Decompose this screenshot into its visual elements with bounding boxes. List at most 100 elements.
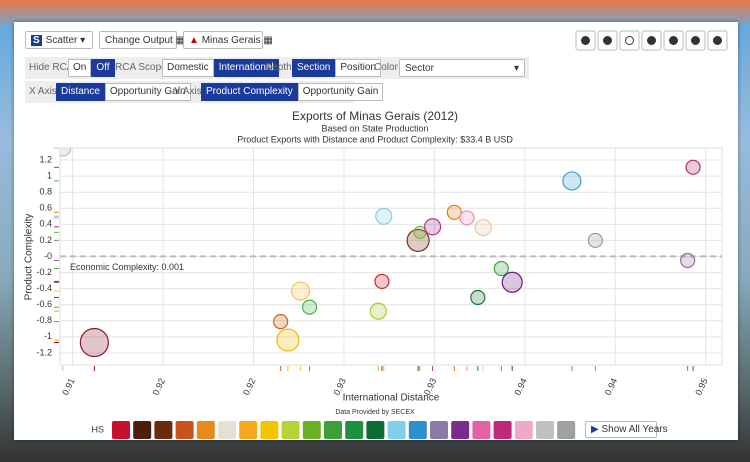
chart-subtitle: Product Exports with Distance and Produc… bbox=[237, 134, 513, 144]
y-tick-label: -0.2 bbox=[36, 267, 52, 277]
source: Data Provided by SECEX bbox=[335, 409, 415, 416]
bubble bbox=[587, 232, 603, 249]
sector-icon[interactable] bbox=[536, 421, 554, 439]
bubble bbox=[493, 260, 509, 277]
x-tick-label: 0.91 bbox=[60, 377, 76, 397]
y-tick-label: -0.8 bbox=[36, 315, 52, 325]
bubble bbox=[446, 204, 462, 220]
bubble bbox=[302, 299, 318, 315]
bubble bbox=[374, 273, 390, 290]
option[interactable]: Section bbox=[292, 59, 336, 77]
option[interactable]: Opportunity Gain bbox=[297, 83, 384, 101]
y-tick-label: 0.4 bbox=[39, 219, 52, 229]
sector-icon[interactable] bbox=[366, 421, 385, 439]
y-tick-label: -1 bbox=[44, 331, 52, 341]
y-tick-label: -0.6 bbox=[36, 299, 52, 309]
label: Color bbox=[374, 62, 398, 73]
tool-icon bbox=[581, 36, 590, 45]
bubble bbox=[60, 148, 72, 157]
sector-icon[interactable] bbox=[387, 421, 406, 439]
location-button[interactable]: ▲ Minas Gerais ▦ bbox=[183, 31, 273, 49]
bubble bbox=[273, 314, 289, 330]
sector-icon[interactable] bbox=[302, 421, 321, 439]
sector-icon[interactable] bbox=[112, 421, 130, 439]
label: Y Axis bbox=[174, 86, 202, 97]
y-axis-label: Product Complexity bbox=[24, 214, 35, 301]
x-tick-label: 0.92 bbox=[151, 377, 167, 397]
bubble bbox=[562, 171, 582, 191]
sector-icon[interactable] bbox=[239, 421, 258, 439]
bubble bbox=[424, 218, 442, 236]
bubble bbox=[470, 289, 486, 306]
x-tick-label: 0.94 bbox=[603, 377, 619, 397]
bubble bbox=[79, 327, 109, 358]
tool-icon bbox=[691, 36, 700, 45]
chart-subtitle: Based on State Production bbox=[321, 123, 428, 133]
show-all-years-button[interactable]: ▶ Show All Years bbox=[585, 421, 668, 438]
option[interactable]: Domestic bbox=[162, 59, 214, 77]
y-tick-label: -0.4 bbox=[36, 283, 52, 293]
sector-icon[interactable] bbox=[493, 421, 512, 439]
sector-icon[interactable] bbox=[260, 421, 279, 439]
x-tick-label: 0.95 bbox=[693, 377, 709, 397]
sector-icon[interactable] bbox=[451, 421, 470, 439]
bubble bbox=[290, 281, 311, 301]
x-tick-label: 0.94 bbox=[512, 377, 528, 397]
bubble bbox=[406, 228, 430, 253]
option[interactable]: On bbox=[68, 59, 92, 77]
option[interactable]: Off bbox=[91, 59, 115, 77]
chart-type-dropdown[interactable]: S Scatter ▾ bbox=[25, 31, 93, 49]
reference-label: Economic Complexity: 0.001 bbox=[70, 262, 184, 272]
x-tick-label: 0.92 bbox=[241, 377, 257, 397]
y-tick-label: -0 bbox=[44, 251, 52, 261]
segmented-control: Domestic International bbox=[162, 59, 279, 77]
tool-icon bbox=[603, 36, 612, 45]
option[interactable]: International bbox=[213, 59, 279, 77]
option[interactable]: Position bbox=[335, 59, 381, 77]
bubble bbox=[413, 225, 427, 239]
sector-icon[interactable] bbox=[430, 421, 448, 439]
y-tick-label: 1 bbox=[47, 171, 52, 181]
sector-icon[interactable] bbox=[154, 421, 173, 439]
sector-icon[interactable] bbox=[133, 421, 152, 439]
label: X Axis bbox=[29, 86, 57, 97]
sector-icon[interactable] bbox=[408, 421, 427, 439]
y-tick-label: -1.2 bbox=[36, 347, 52, 357]
sector-icon[interactable] bbox=[281, 421, 300, 439]
show-all-years: Show All Years bbox=[601, 424, 668, 435]
color-dropdown[interactable]: Sector ▾ bbox=[399, 59, 525, 77]
sector-icon[interactable] bbox=[175, 421, 194, 439]
bubble bbox=[501, 271, 523, 293]
tool-icon bbox=[625, 36, 634, 45]
chart-type: Scatter bbox=[45, 35, 78, 46]
bubble bbox=[680, 252, 696, 269]
location: Minas Gerais bbox=[201, 35, 261, 46]
tool-icon bbox=[647, 36, 656, 45]
bubble bbox=[474, 218, 492, 237]
label: Hide RCA bbox=[29, 62, 74, 73]
bubble bbox=[369, 302, 387, 320]
option[interactable]: Product Complexity bbox=[201, 83, 298, 101]
segmented-control: Product Complexity Opportunity Gain bbox=[201, 83, 384, 101]
sector-icon[interactable] bbox=[345, 421, 364, 439]
sector-icon[interactable] bbox=[196, 421, 215, 439]
sector-icon[interactable] bbox=[472, 421, 491, 439]
option[interactable]: Opportunity Gain bbox=[104, 83, 191, 101]
tool-icon bbox=[713, 36, 722, 45]
plot-area bbox=[60, 148, 701, 358]
tool-icon bbox=[669, 36, 678, 45]
sector-icon[interactable] bbox=[218, 421, 236, 439]
option[interactable]: Distance bbox=[56, 83, 105, 101]
sector-icon[interactable] bbox=[514, 421, 533, 439]
label: RCA Scope bbox=[115, 62, 167, 73]
segmented-control: Distance Opportunity Gain bbox=[56, 83, 191, 101]
bubble bbox=[685, 159, 701, 175]
sector-icon[interactable] bbox=[324, 421, 342, 439]
change-output: Change Output bbox=[105, 35, 173, 46]
change-output-button[interactable]: Change Output ▦ bbox=[99, 31, 185, 49]
sector-icon[interactable] bbox=[557, 421, 576, 439]
segmented-control: On Off bbox=[68, 59, 115, 77]
tool-button[interactable] bbox=[619, 30, 640, 51]
